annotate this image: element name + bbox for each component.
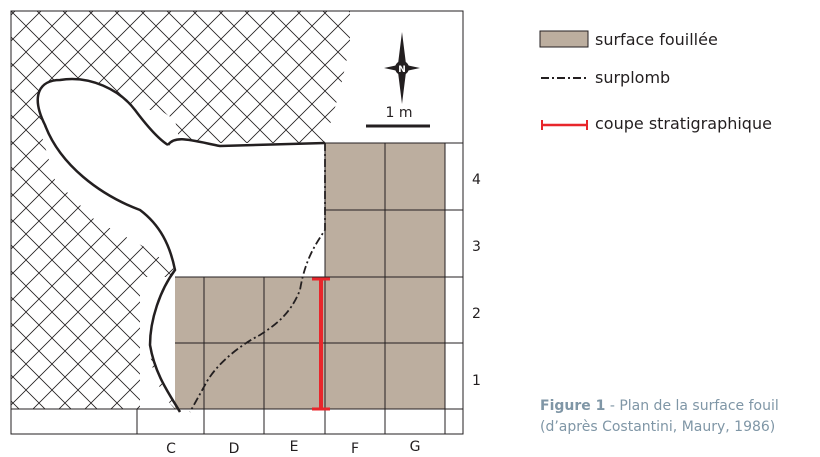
compass-rose-icon: N <box>384 32 420 104</box>
cave-wall-outline <box>36 77 326 413</box>
scale-bar-label: 1 m <box>386 105 413 121</box>
stratigraphic-section <box>312 277 330 411</box>
figure-caption-source: (d’après Costantini, Maury, 1986) <box>540 419 775 435</box>
row-label-1: 1 <box>472 373 481 389</box>
row-label-3: 3 <box>472 239 481 255</box>
plan-frame <box>10 10 464 435</box>
column-label-d: D <box>229 441 240 457</box>
figure-caption-label: Figure 1 <box>540 398 605 414</box>
column-label-g: G <box>410 439 421 455</box>
legend-swatch-section <box>541 120 588 130</box>
column-label-f: F <box>351 441 359 457</box>
north-letter: N <box>398 65 406 75</box>
legend-label-section: coupe stratigraphique <box>595 114 772 133</box>
rock-wall-area <box>11 11 350 409</box>
legend: surface fouillée surplomb coupe stratigr… <box>539 30 772 133</box>
legend-label-excavated: surface fouillée <box>595 30 718 49</box>
column-label-c: C <box>166 441 176 457</box>
legend-swatch-excavated <box>539 30 589 48</box>
figure-caption: Figure 1 - Plan de la surface fouil <box>540 398 779 414</box>
grid-lines <box>11 142 463 434</box>
legend-label-overhang: surplomb <box>595 68 670 87</box>
overhang-line <box>189 143 326 413</box>
column-label-e: E <box>290 439 299 455</box>
row-label-4: 4 <box>472 172 481 188</box>
row-label-2: 2 <box>472 306 481 322</box>
unexcavated-edge <box>140 277 178 412</box>
figure-caption-text: - Plan de la surface fouil <box>605 398 778 414</box>
